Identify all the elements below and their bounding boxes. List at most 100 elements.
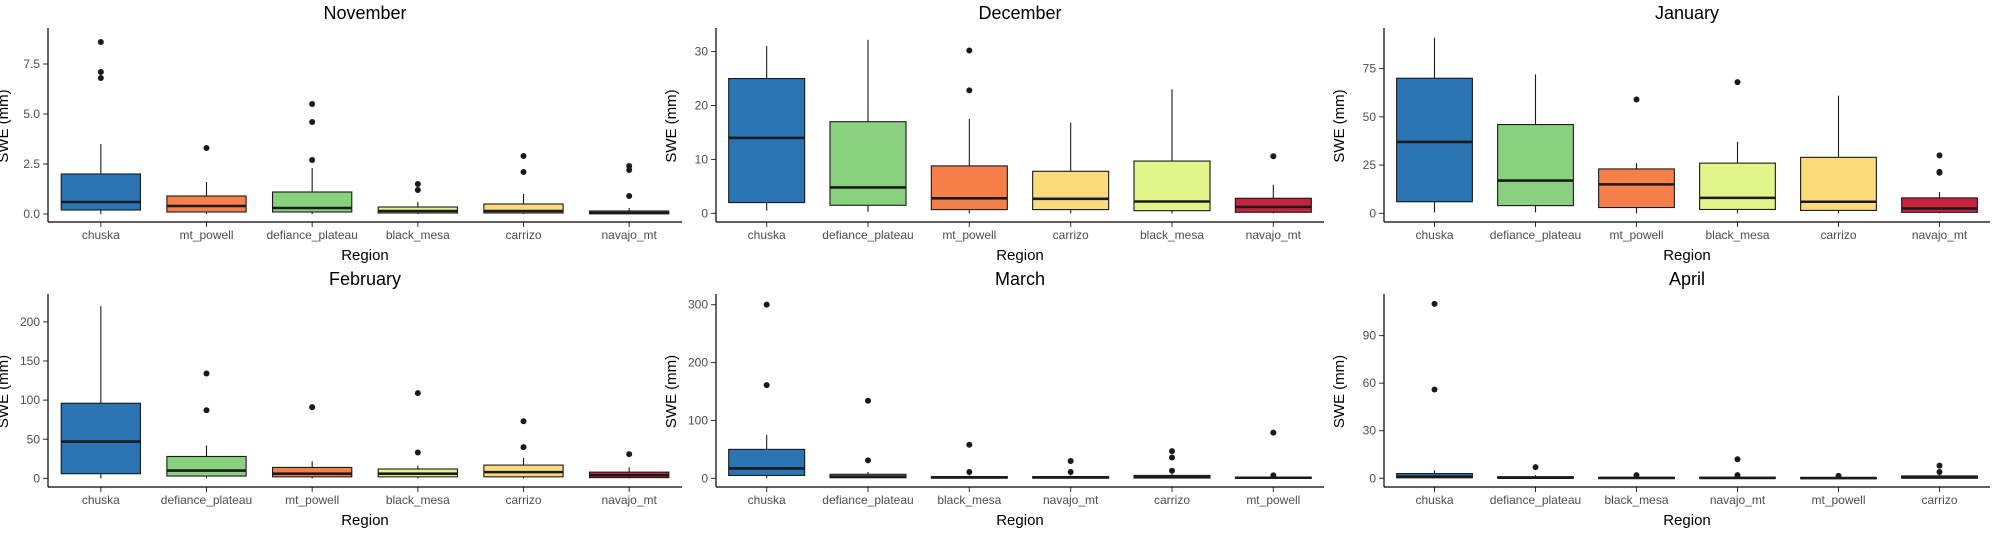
outlier-point — [97, 75, 104, 81]
x-tick-label: mt_powell — [1811, 493, 1865, 507]
y-tick-label: 2.5 — [23, 157, 40, 171]
x-tick-label: mt_powell — [179, 228, 233, 242]
y-tick-label: 0.0 — [23, 207, 40, 221]
outlier-point — [1270, 153, 1277, 160]
x-tick-label: carrizo — [1921, 493, 1957, 507]
box-body — [1497, 124, 1574, 207]
x-tick-label: navajo_mt — [601, 228, 657, 242]
x-tick-label: navajo_mt — [1043, 493, 1099, 507]
outlier-point — [1835, 472, 1842, 479]
y-tick-label: 20 — [695, 99, 709, 113]
box-body — [271, 466, 353, 478]
box-mt_powell — [930, 47, 1008, 214]
box-black_mesa — [930, 441, 1008, 479]
x-tick-label: carrizo — [1053, 228, 1089, 242]
x-tick-label: navajo_mt — [1246, 228, 1302, 242]
box-defiance_plateau — [1497, 464, 1574, 479]
panel-title: January — [1655, 3, 1719, 23]
outlier-point — [1270, 472, 1277, 479]
panel-february: February 0 50 100 150 200 SWE (mm) chuska defian… — [0, 269, 682, 529]
y-tick-label: 0 — [701, 206, 708, 220]
x-tick-label: chuska — [748, 493, 786, 507]
x-tick-label: carrizo — [505, 493, 541, 507]
box-body — [1699, 162, 1776, 211]
outlier-point — [966, 441, 973, 448]
x-tick-label: black_mesa — [386, 228, 450, 242]
y-axis-label: SWE (mm) — [0, 355, 12, 428]
x-tick-label: defiance_plateau — [1490, 228, 1581, 242]
box-body — [60, 402, 142, 475]
outlier-point — [865, 457, 871, 464]
x-tick-label: chuska — [1415, 493, 1453, 507]
box-body — [728, 448, 806, 476]
box-navajo_mt — [1234, 153, 1312, 214]
box-carrizo — [483, 418, 564, 479]
outlier-point — [1169, 454, 1175, 461]
y-tick-label: 30 — [1363, 424, 1377, 438]
x-tick-label: black_mesa — [1604, 493, 1668, 507]
y-tick-label: 0 — [1369, 471, 1376, 485]
box-body — [166, 195, 247, 213]
y-tick-label: 200 — [20, 315, 40, 329]
x-axis-label: Region — [341, 512, 389, 529]
outlier-point — [1734, 472, 1741, 479]
y-tick-label: 5.0 — [23, 107, 40, 121]
x-axis-label: Region — [1663, 247, 1711, 264]
outlier-point — [1936, 468, 1943, 475]
box-carrizo — [1800, 95, 1877, 214]
x-tick-label: navajo_mt — [1912, 228, 1968, 242]
x-axis-label: Region — [1663, 512, 1711, 529]
outlier-point — [309, 157, 316, 163]
box-body — [1234, 197, 1312, 213]
box-body — [930, 165, 1008, 211]
box-body — [166, 455, 247, 477]
box-body — [1396, 77, 1473, 203]
box-body — [728, 77, 806, 204]
y-tick-label: 0 — [701, 471, 708, 485]
box-carrizo — [1133, 448, 1211, 479]
y-axis-label: SWE (mm) — [0, 89, 12, 162]
outlier-point — [763, 301, 770, 308]
outlier-point — [865, 397, 871, 404]
outlier-point — [1633, 96, 1640, 103]
panel-november: November 0.0 2.5 5.0 7.5 SWE (mm) chuska mt_pow… — [0, 3, 682, 264]
y-axis-label: SWE (mm) — [663, 355, 680, 428]
x-axis-label: Region — [996, 512, 1044, 529]
outlier-point — [1169, 467, 1175, 474]
box-black_mesa — [377, 390, 459, 479]
box-navajo_mt — [588, 163, 670, 215]
panel-title: November — [323, 3, 406, 23]
outlier-point — [520, 444, 527, 451]
panel-december: December 0 10 20 30 SWE (mm) chuska defiance_pl… — [663, 3, 1324, 264]
outlier-point — [97, 39, 104, 45]
x-tick-label: carrizo — [1820, 228, 1856, 242]
x-axis-label: Region — [341, 247, 389, 264]
box-defiance_plateau — [829, 397, 907, 479]
x-tick-label: carrizo — [1154, 493, 1190, 507]
x-tick-label: navajo_mt — [601, 493, 657, 507]
panel-title: March — [995, 269, 1045, 289]
outlier-point — [309, 119, 316, 125]
outlier-point — [1067, 468, 1074, 475]
outlier-point — [1431, 300, 1438, 307]
outlier-point — [1270, 429, 1277, 436]
box-mt_powell — [1234, 429, 1312, 480]
outlier-point — [1169, 448, 1175, 455]
box-mt_powell — [1598, 96, 1675, 214]
box-black_mesa — [1598, 472, 1675, 480]
y-tick-label: 100 — [688, 413, 708, 427]
y-tick-label: 100 — [20, 393, 40, 407]
panel-march: March 0 100 200 300 SWE (mm) chuska defiance_pl… — [663, 269, 1324, 529]
x-tick-label: chuska — [1415, 228, 1453, 242]
y-tick-label: 0 — [33, 471, 40, 485]
y-axis-label: SWE (mm) — [663, 89, 680, 162]
y-tick-label: 60 — [1363, 376, 1377, 390]
outlier-point — [1734, 456, 1741, 463]
outlier-point — [1936, 168, 1943, 175]
outlier-point — [1936, 462, 1943, 469]
panel-title: April — [1669, 269, 1705, 289]
box-navajo_mt — [1699, 456, 1776, 480]
y-axis-label: SWE (mm) — [1331, 89, 1348, 162]
y-tick-label: 200 — [688, 356, 708, 370]
